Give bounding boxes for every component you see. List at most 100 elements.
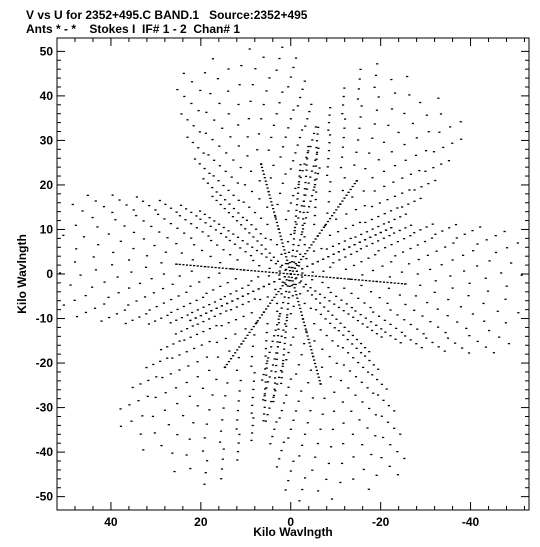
uv-point xyxy=(455,237,458,239)
uv-point xyxy=(135,214,138,217)
uv-point xyxy=(300,129,304,131)
uv-point xyxy=(281,285,284,287)
uv-point xyxy=(484,277,487,279)
uv-point xyxy=(307,182,310,184)
uv-point xyxy=(264,388,267,390)
uv-point xyxy=(211,186,214,189)
uv-point xyxy=(517,312,520,314)
uv-point xyxy=(371,374,374,376)
uv-point xyxy=(319,383,322,385)
uv-point xyxy=(387,221,391,223)
uv-point xyxy=(319,329,322,331)
uv-point xyxy=(427,131,430,133)
uv-point xyxy=(314,366,318,368)
uv-point xyxy=(264,180,267,182)
uv-point xyxy=(479,226,482,228)
uv-point xyxy=(257,270,260,272)
uv-point xyxy=(188,438,191,440)
uv-point xyxy=(287,266,291,268)
uv-point xyxy=(262,420,265,422)
uv-point xyxy=(204,472,207,474)
uv-point xyxy=(158,231,161,233)
uv-point xyxy=(251,246,254,248)
uv-point xyxy=(107,233,110,235)
uv-point xyxy=(288,285,291,287)
uv-point xyxy=(205,312,208,314)
uv-point xyxy=(230,176,233,178)
uv-point xyxy=(337,330,340,332)
uv-point xyxy=(124,322,127,325)
uv-point xyxy=(274,377,277,379)
uv-point xyxy=(246,293,250,295)
uv-point xyxy=(310,349,313,351)
uv-point xyxy=(358,419,361,421)
uv-point xyxy=(504,322,507,324)
uv-point xyxy=(341,146,345,148)
uv-point xyxy=(257,133,261,135)
uv-point xyxy=(228,350,231,352)
uv-point xyxy=(360,381,363,383)
uv-point xyxy=(163,218,166,220)
uv-point xyxy=(97,244,100,246)
uv-point xyxy=(297,217,300,219)
uv-point xyxy=(303,80,306,82)
uv-point xyxy=(382,436,385,439)
uv-point xyxy=(268,376,271,378)
uv-point xyxy=(277,328,280,330)
uv-point xyxy=(341,189,344,192)
uv-point xyxy=(270,136,273,139)
uv-point xyxy=(351,224,355,227)
uv-point xyxy=(347,330,350,333)
uv-point xyxy=(306,290,309,292)
uv-point xyxy=(222,226,225,229)
uv-point xyxy=(263,177,266,179)
uv-point xyxy=(272,400,275,403)
uv-point xyxy=(322,258,325,260)
uv-point xyxy=(283,282,286,284)
uv-point xyxy=(394,255,397,257)
uv-point xyxy=(185,381,188,384)
uv-point xyxy=(294,410,298,412)
uv-point xyxy=(318,293,322,295)
uv-point xyxy=(370,218,373,221)
uv-point xyxy=(327,157,330,160)
uv-point xyxy=(363,302,366,304)
uv-point xyxy=(250,280,253,282)
uv-point xyxy=(272,396,275,398)
uv-point xyxy=(409,247,412,250)
uv-point xyxy=(339,481,342,484)
uv-point xyxy=(266,206,269,208)
uv-point xyxy=(303,433,307,435)
uv-point xyxy=(314,126,317,128)
uv-point xyxy=(437,346,440,348)
uv-point xyxy=(191,311,194,314)
uv-point xyxy=(329,266,332,268)
uv-point xyxy=(361,323,364,325)
uv-point xyxy=(160,262,163,264)
uv-point xyxy=(314,172,317,174)
uv-point xyxy=(315,146,318,149)
uv-point xyxy=(302,255,305,258)
uv-point xyxy=(174,387,178,389)
uv-point xyxy=(253,211,257,214)
uv-point xyxy=(228,268,232,270)
uv-point xyxy=(206,460,209,462)
uv-point xyxy=(278,417,281,419)
uv-point xyxy=(187,365,190,367)
uv-point xyxy=(448,227,451,229)
uv-point xyxy=(374,435,377,437)
uv-point xyxy=(361,279,364,281)
uv-point xyxy=(294,57,298,59)
uv-point xyxy=(215,341,218,344)
uv-point xyxy=(368,280,371,282)
uv-point xyxy=(312,165,315,167)
uv-point xyxy=(384,331,387,333)
uv-point xyxy=(333,327,336,329)
uv-point xyxy=(373,86,376,88)
uv-point xyxy=(394,338,397,340)
uv-point xyxy=(383,185,386,188)
uv-point xyxy=(332,277,335,279)
uv-point xyxy=(222,249,225,251)
uv-point xyxy=(180,330,183,332)
